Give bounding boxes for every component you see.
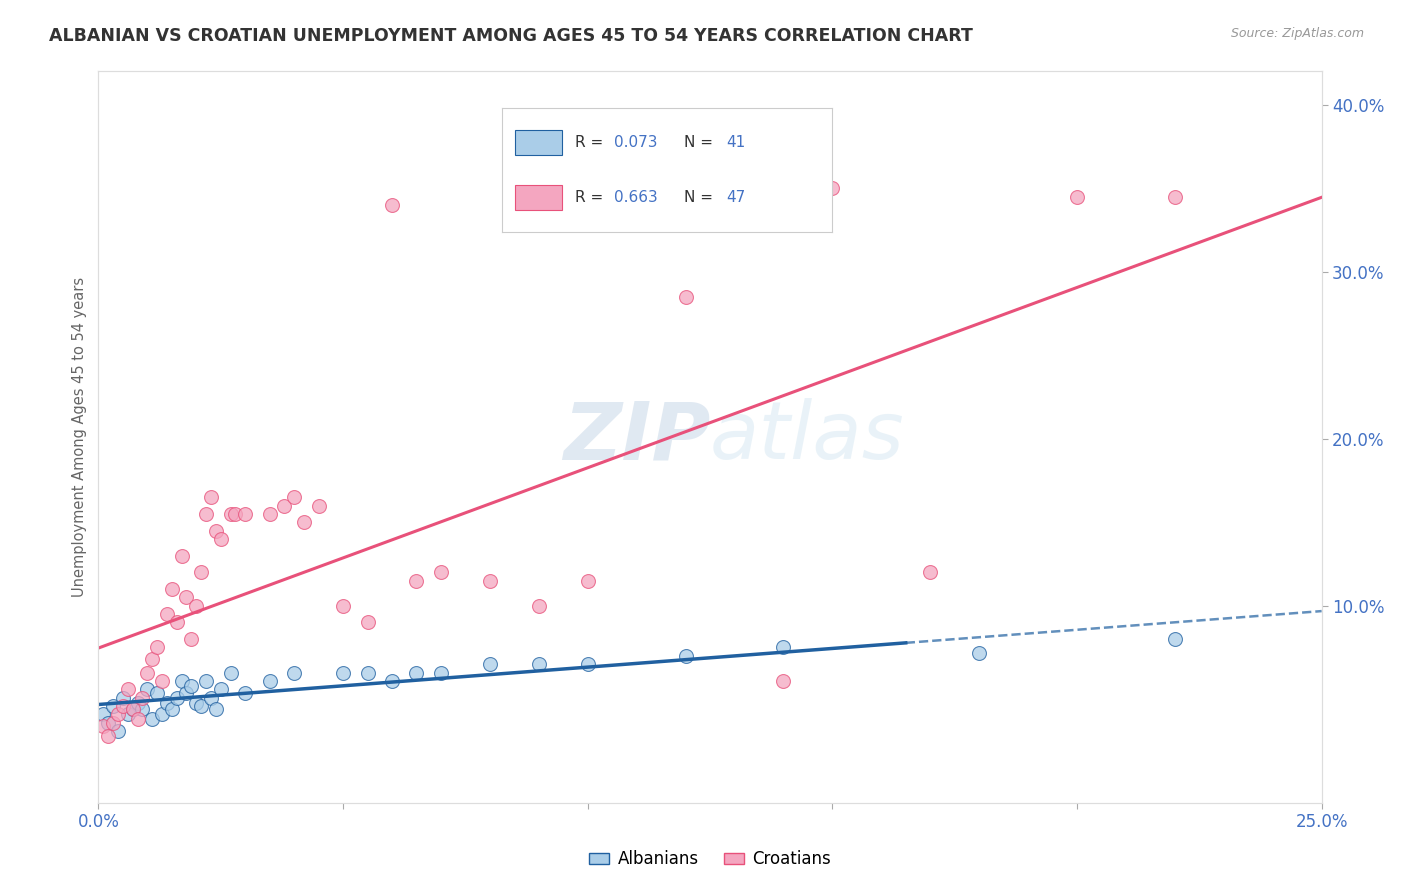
Point xyxy=(127,712,149,726)
Point xyxy=(772,673,794,688)
Point xyxy=(219,507,242,521)
Point xyxy=(200,490,222,504)
Point xyxy=(160,702,183,716)
Point xyxy=(283,490,305,504)
Legend: Albanians, Croatians: Albanians, Croatians xyxy=(582,844,838,875)
Point xyxy=(1164,189,1187,203)
Point xyxy=(146,640,169,655)
Point xyxy=(195,673,218,688)
Point xyxy=(675,290,697,304)
Point xyxy=(180,679,202,693)
Point xyxy=(101,715,124,730)
Point xyxy=(233,685,256,699)
Point xyxy=(430,566,453,580)
Point xyxy=(821,181,844,195)
Point xyxy=(675,648,697,663)
Point xyxy=(576,574,599,588)
Point xyxy=(117,682,139,697)
Point xyxy=(332,665,354,680)
Point xyxy=(156,607,179,621)
Point xyxy=(430,665,453,680)
Point xyxy=(121,702,143,716)
Point xyxy=(166,690,188,705)
Point xyxy=(1164,632,1187,647)
Point xyxy=(131,702,153,716)
Point xyxy=(190,566,212,580)
Point xyxy=(111,698,134,713)
Point xyxy=(97,715,120,730)
Point xyxy=(920,566,942,580)
Point xyxy=(166,615,188,630)
Point xyxy=(117,707,139,722)
Point xyxy=(224,507,246,521)
Point xyxy=(127,696,149,710)
Point xyxy=(405,665,427,680)
Point xyxy=(478,574,501,588)
Point xyxy=(170,549,193,563)
Point xyxy=(233,507,256,521)
Point xyxy=(136,682,159,697)
Text: atlas: atlas xyxy=(710,398,905,476)
Point xyxy=(576,657,599,672)
Point xyxy=(176,591,198,605)
Point xyxy=(97,729,120,743)
Point xyxy=(205,524,228,538)
Text: ZIP: ZIP xyxy=(562,398,710,476)
Point xyxy=(107,723,129,738)
Point xyxy=(1066,189,1088,203)
Point xyxy=(205,702,228,716)
Point xyxy=(259,507,281,521)
Point xyxy=(273,499,295,513)
Point xyxy=(527,599,550,613)
Point xyxy=(381,673,404,688)
Point xyxy=(101,698,124,713)
Point xyxy=(478,657,501,672)
Point xyxy=(190,698,212,713)
Point xyxy=(209,532,232,546)
Point xyxy=(141,712,163,726)
Point xyxy=(209,682,232,697)
Point xyxy=(180,632,202,647)
Point xyxy=(772,640,794,655)
Point xyxy=(219,665,242,680)
Point xyxy=(146,685,169,699)
Point xyxy=(292,515,315,529)
Text: ALBANIAN VS CROATIAN UNEMPLOYMENT AMONG AGES 45 TO 54 YEARS CORRELATION CHART: ALBANIAN VS CROATIAN UNEMPLOYMENT AMONG … xyxy=(49,27,973,45)
Point xyxy=(107,707,129,722)
Point xyxy=(121,702,143,716)
Point xyxy=(170,673,193,688)
Point xyxy=(527,657,550,672)
Point xyxy=(156,696,179,710)
Point xyxy=(91,719,114,733)
Point xyxy=(136,665,159,680)
Point xyxy=(160,582,183,596)
Point xyxy=(141,652,163,666)
Point xyxy=(91,707,114,722)
Point xyxy=(111,690,134,705)
Point xyxy=(150,707,173,722)
Point xyxy=(967,646,990,660)
Point xyxy=(150,673,173,688)
Point xyxy=(308,499,330,513)
Point xyxy=(356,665,378,680)
Point xyxy=(356,615,378,630)
Point xyxy=(200,690,222,705)
Y-axis label: Unemployment Among Ages 45 to 54 years: Unemployment Among Ages 45 to 54 years xyxy=(72,277,87,597)
Point xyxy=(405,574,427,588)
Point xyxy=(381,198,404,212)
Point xyxy=(259,673,281,688)
Text: Source: ZipAtlas.com: Source: ZipAtlas.com xyxy=(1230,27,1364,40)
Point xyxy=(332,599,354,613)
Point xyxy=(186,599,208,613)
Point xyxy=(186,696,208,710)
Point xyxy=(195,507,218,521)
Point xyxy=(131,690,153,705)
Point xyxy=(176,685,198,699)
Point xyxy=(283,665,305,680)
